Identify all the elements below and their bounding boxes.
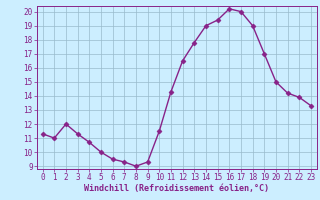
X-axis label: Windchill (Refroidissement éolien,°C): Windchill (Refroidissement éolien,°C): [84, 184, 269, 193]
